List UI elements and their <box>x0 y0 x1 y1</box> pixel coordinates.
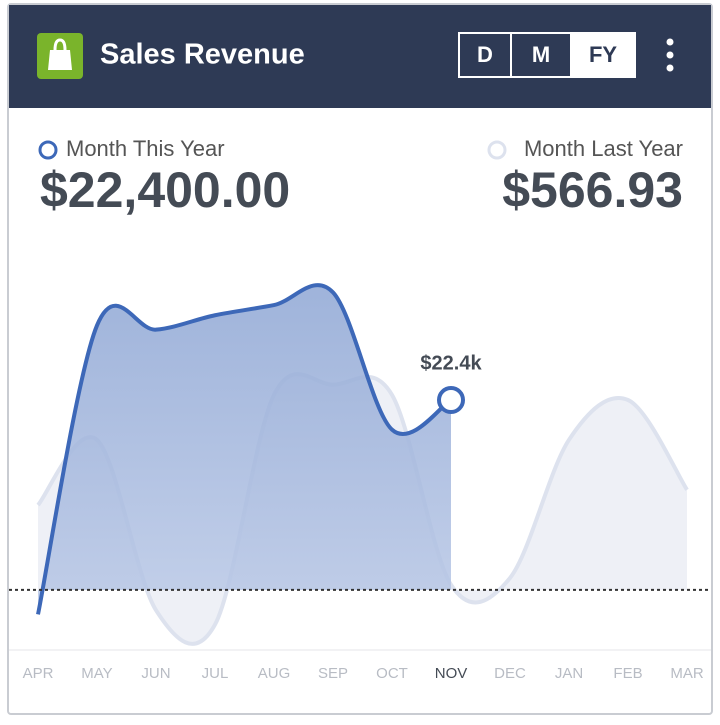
toggle-label[interactable]: FY <box>589 42 617 67</box>
series-area <box>38 285 451 615</box>
x-tick-label: JUN <box>141 665 170 682</box>
toggle-label[interactable]: D <box>477 42 493 67</box>
x-tick-label: JAN <box>555 665 583 682</box>
title: Sales Revenue <box>100 39 305 71</box>
bag-handle <box>53 38 67 51</box>
x-tick-label: OCT <box>376 665 408 682</box>
x-tick-label: JUL <box>202 665 229 682</box>
current-value: $22,400.00 <box>40 162 290 218</box>
x-tick-label: MAY <box>81 665 112 682</box>
x-tick-label: FEB <box>613 665 642 682</box>
x-tick-label: DEC <box>494 665 526 682</box>
previous-value: $566.93 <box>502 162 683 218</box>
x-tick-label: APR <box>23 665 54 682</box>
point-marker <box>437 386 465 414</box>
legend-marker <box>487 140 507 160</box>
toggle-label[interactable]: M <box>532 42 550 67</box>
toggle-button[interactable] <box>510 32 572 78</box>
x-tick-label: NOV <box>435 665 468 682</box>
data-label: $22.4k <box>420 352 482 374</box>
legend-label: Month Last Year <box>524 136 683 161</box>
x-tick-label: SEP <box>318 665 348 682</box>
menu-dot[interactable] <box>666 38 674 46</box>
menu-dot[interactable] <box>666 64 674 72</box>
menu-dot[interactable] <box>666 51 674 59</box>
legend-marker <box>38 140 58 160</box>
bag-icon <box>48 50 72 70</box>
x-tick-label: MAR <box>670 665 704 682</box>
series-line <box>36 283 453 615</box>
x-tick-label: AUG <box>258 665 291 682</box>
toggle-button[interactable] <box>570 32 636 78</box>
legend-label: Month This Year <box>66 136 225 161</box>
